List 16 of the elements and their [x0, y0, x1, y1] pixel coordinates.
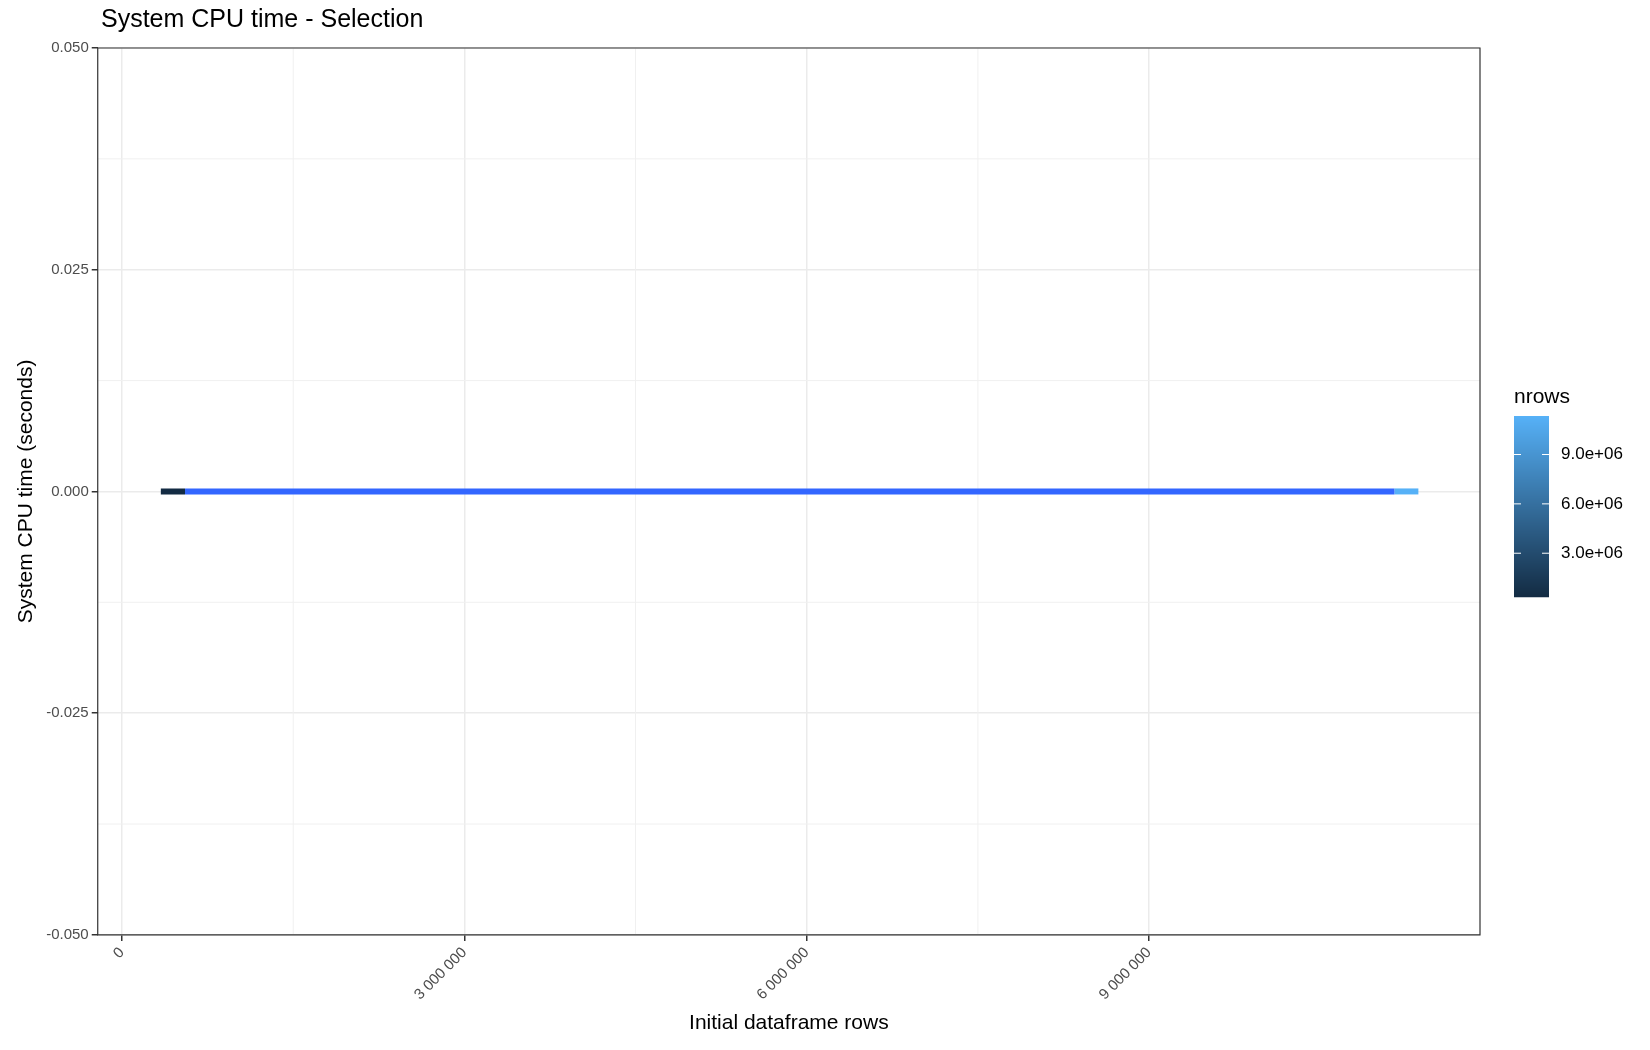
color-bar-label: 9.0e+06: [1561, 444, 1623, 464]
y-tick-label: -0.025: [46, 703, 89, 721]
x-tick-label: 6 000 000: [752, 943, 812, 1003]
y-tick-label: 0.025: [51, 259, 89, 277]
color-bar-title: nrows: [1514, 384, 1571, 408]
x-tick-label: 9 000 000: [1094, 943, 1155, 1003]
x-tick-label: 0: [109, 943, 128, 962]
x-axis-title: Initial dataframe rows: [689, 1010, 889, 1034]
y-axis-title: System CPU time (seconds): [13, 359, 37, 624]
y-tick-label: 0.000: [51, 481, 89, 499]
y-tick-label: -0.050: [46, 925, 89, 943]
y-tick-label: 0.050: [51, 38, 89, 56]
color-bar-label: 6.0e+06: [1561, 493, 1623, 513]
color-bar-label: 3.0e+06: [1561, 542, 1623, 562]
x-tick-label: 3 000 000: [410, 943, 470, 1003]
chart-title: System CPU time - Selection: [101, 4, 424, 33]
